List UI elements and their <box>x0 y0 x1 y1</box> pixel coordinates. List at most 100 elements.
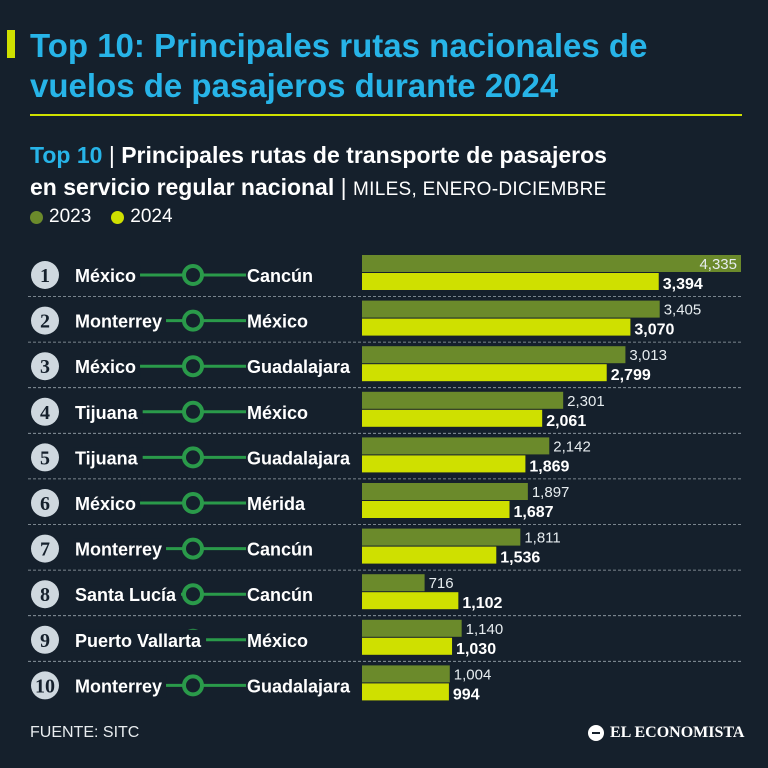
route-origin-pad <box>73 310 167 333</box>
value-label-2024: 1,687 <box>513 504 553 521</box>
route-origin: México <box>75 494 136 514</box>
title-divider <box>30 114 742 116</box>
route-node <box>182 674 204 697</box>
subtitle-separator-2: | <box>340 174 347 200</box>
value-label-2023: 3,013 <box>629 347 667 364</box>
value-label-2024: 1,869 <box>529 458 569 475</box>
rank-number: 10 <box>35 675 55 697</box>
rank-number: 4 <box>40 402 50 424</box>
value-label-2023: 716 <box>429 575 454 592</box>
legend-swatch-2024 <box>111 210 125 224</box>
route-origin-pad <box>73 265 141 287</box>
bar-2024 <box>362 546 497 564</box>
value-label-2023: 1,004 <box>454 666 492 683</box>
route-origin: Monterrey <box>75 540 162 560</box>
route-origin: Santa Lucía <box>75 585 177 605</box>
route-node <box>182 537 204 560</box>
legend-label-2024: 2024 <box>130 206 173 227</box>
title-accent-bar <box>7 30 15 58</box>
bar-2023 <box>362 483 528 500</box>
rank-circle <box>31 534 59 563</box>
subtitle-separator: | <box>108 142 115 168</box>
route-origin: Tijuana <box>75 448 139 468</box>
rank-circle <box>31 671 59 700</box>
route-destination: Guadalajara <box>247 676 351 696</box>
route-destination: México <box>247 403 308 423</box>
rank-circle <box>31 489 59 517</box>
value-label-2023: 1,811 <box>524 530 560 547</box>
bar-2023 <box>362 574 425 592</box>
route-origin-pad <box>73 356 141 379</box>
route-destination: Guadalajara <box>247 357 351 377</box>
route-node <box>182 355 204 378</box>
bar-2023 <box>362 437 550 455</box>
brand-icon <box>588 725 604 741</box>
route-origin-pad <box>73 584 182 607</box>
route-node <box>182 446 204 469</box>
route-origin: Monterrey <box>75 312 162 332</box>
bar-2023 <box>362 391 564 409</box>
route-node <box>182 309 204 332</box>
chart-subtitle-line2: en servicio regular nacional | MILES, EN… <box>30 174 607 201</box>
route-destination: México <box>247 312 308 332</box>
chart-legend: 2023 2024 <box>30 206 173 228</box>
bar-2023 <box>362 665 450 683</box>
rank-circle <box>31 306 59 335</box>
route-destination: Guadalajara <box>247 448 351 468</box>
route-origin-pad <box>73 538 167 561</box>
subtitle-lead: Top 10 <box>30 142 103 168</box>
value-label-2023: 1,140 <box>466 621 504 638</box>
value-label-2024: 1,536 <box>500 550 540 567</box>
value-label-2024: 2,799 <box>611 367 651 384</box>
legend-label-2023: 2023 <box>49 206 92 227</box>
rank-number: 8 <box>40 584 50 606</box>
brand-logo: EL ECONOMISTA <box>588 724 744 742</box>
value-label-2024: 3,070 <box>634 322 674 339</box>
rank-circle <box>31 352 59 381</box>
rank-number: 5 <box>40 447 50 469</box>
legend-item-2023: 2023 <box>30 206 91 228</box>
value-label-2024: 1,030 <box>456 641 496 658</box>
rank-circle <box>31 625 59 654</box>
route-node <box>182 264 204 286</box>
legend-swatch-2023 <box>30 210 43 224</box>
route-destination: Cancún <box>247 540 313 560</box>
bar-2024 <box>362 501 510 518</box>
route-destination: Mérida <box>247 494 306 514</box>
brand-name: EL ECONOMISTA <box>610 724 745 741</box>
route-origin-pad <box>73 629 207 652</box>
route-origin-pad <box>73 447 143 470</box>
bar-2024 <box>362 409 543 427</box>
value-label-2024: 1,102 <box>462 595 502 612</box>
bar-2024 <box>362 318 631 336</box>
route-origin: México <box>75 266 136 286</box>
bar-2023 <box>362 528 521 546</box>
route-destination: México <box>247 631 308 651</box>
bar-2024 <box>362 592 459 610</box>
value-label-2023: 4,335 <box>699 256 737 273</box>
route-origin: Monterrey <box>75 676 162 696</box>
route-origin: Puerto Vallarta <box>75 631 202 651</box>
route-origin-pad <box>73 493 141 515</box>
source-note: FUENTE: SITC <box>30 724 140 741</box>
value-label-2023: 1,897 <box>532 484 570 501</box>
bar-2024 <box>362 364 607 382</box>
chart-subtitle-line1: Top 10 | Principales rutas de transporte… <box>30 142 607 169</box>
rank-circle <box>31 261 59 289</box>
bar-2023 <box>362 300 660 318</box>
value-label-2024: 994 <box>453 686 480 703</box>
route-origin-pad <box>73 401 143 424</box>
route-node <box>182 400 204 423</box>
page-title: Top 10: Principales rutas nacionales de … <box>30 27 648 104</box>
rank-number: 3 <box>40 356 50 378</box>
rank-circle <box>31 580 59 609</box>
rank-number: 2 <box>40 311 50 333</box>
subtitle-units: MILES, ENERO-DICIEMBRE <box>353 179 607 200</box>
bar-2023 <box>362 619 462 637</box>
rank-number: 7 <box>40 539 50 561</box>
rank-circle <box>31 443 59 472</box>
route-node <box>182 583 204 606</box>
route-destination: Cancún <box>247 585 313 605</box>
bar-2024 <box>362 455 526 473</box>
